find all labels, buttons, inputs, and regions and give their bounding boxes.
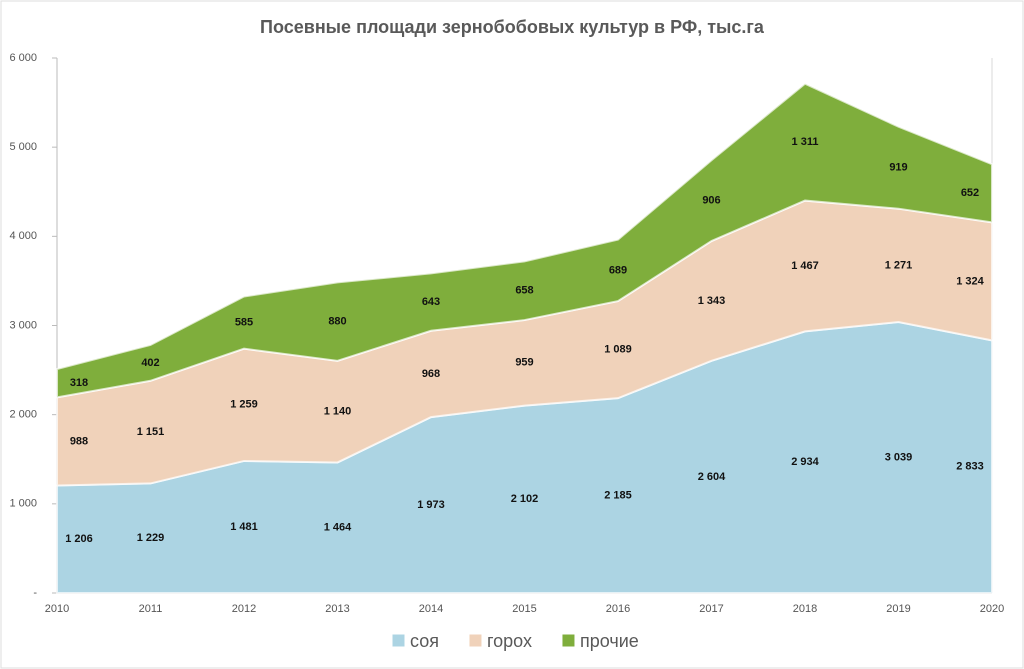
- value-label: 1 464: [324, 522, 352, 534]
- value-label: 1 343: [698, 295, 726, 307]
- value-label: 658: [515, 285, 533, 297]
- legend: соя горох прочие: [391, 631, 639, 651]
- x-tick-label: 2017: [699, 603, 723, 615]
- value-label: 1 089: [604, 344, 632, 356]
- value-label: 968: [422, 368, 440, 380]
- area: [56, 82, 993, 399]
- value-label: 318: [70, 377, 88, 389]
- x-tick-label: 2019: [886, 603, 910, 615]
- value-label: 2 833: [956, 461, 984, 473]
- y-tick-label: 4 000: [9, 230, 37, 242]
- value-label: 1 271: [885, 259, 913, 271]
- value-label: 2 185: [604, 489, 632, 501]
- legend-label: прочие: [580, 631, 639, 651]
- x-tick-label: 2014: [419, 603, 443, 615]
- value-label: 689: [609, 264, 627, 276]
- value-label: 1 229: [137, 532, 165, 544]
- value-label: 1 259: [230, 399, 258, 411]
- y-tick-label: -: [33, 587, 37, 599]
- legend-label: соя: [410, 631, 439, 651]
- value-label: 2 604: [698, 471, 726, 483]
- legend-swatch: [468, 633, 483, 648]
- value-label: 1 467: [791, 260, 819, 272]
- value-label: 1 481: [230, 521, 258, 533]
- y-tick-label: 3 000: [9, 319, 37, 331]
- value-label: 1 324: [956, 275, 984, 287]
- value-label: 2 102: [511, 493, 539, 505]
- legend-swatch: [391, 633, 406, 648]
- x-tick-label: 2010: [45, 603, 69, 615]
- x-tick-label: 2012: [232, 603, 256, 615]
- value-label: 585: [235, 317, 253, 329]
- y-tick-label: 2 000: [9, 409, 37, 421]
- value-label: 3 039: [885, 451, 913, 463]
- value-label: 906: [702, 195, 720, 207]
- legend-label: горох: [487, 631, 532, 651]
- value-label: 988: [70, 435, 88, 447]
- y-tick-label: 6 000: [9, 52, 37, 64]
- legend-swatch: [561, 633, 576, 648]
- value-label: 1 311: [792, 136, 819, 148]
- value-label: 643: [422, 296, 440, 308]
- y-tick-label: 5 000: [9, 141, 37, 153]
- value-label: 919: [889, 162, 907, 174]
- x-tick-label: 2015: [512, 603, 536, 615]
- value-label: 652: [961, 187, 979, 199]
- x-tick-label: 2018: [793, 603, 817, 615]
- chart-title: Посевные площади зернобобовых культур в …: [260, 17, 765, 37]
- x-tick-label: 2013: [325, 603, 349, 615]
- value-label: 880: [328, 315, 346, 327]
- x-tick-label: 2020: [980, 603, 1004, 615]
- value-label: 402: [141, 357, 159, 369]
- value-label: 1 973: [417, 499, 445, 511]
- value-label: 2 934: [791, 456, 819, 468]
- value-label: 1 206: [65, 533, 93, 545]
- y-tick-label: 1 000: [9, 498, 37, 510]
- value-label: 1 140: [324, 406, 352, 418]
- x-tick-label: 2011: [139, 603, 163, 615]
- value-label: 1 151: [137, 426, 165, 438]
- value-label: 959: [515, 357, 533, 369]
- x-tick-label: 2016: [606, 603, 630, 615]
